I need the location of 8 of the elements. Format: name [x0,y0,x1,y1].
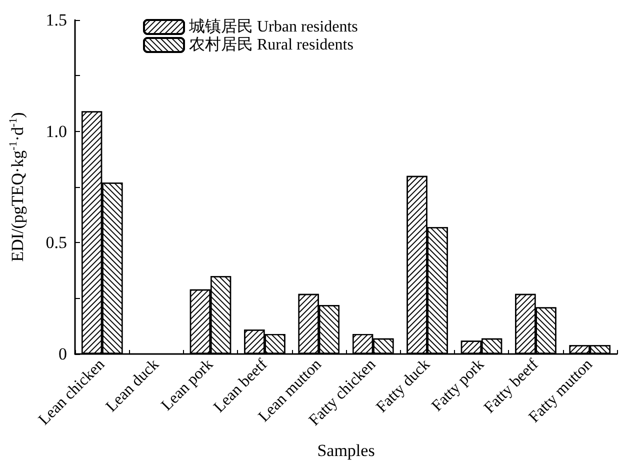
y-tick-label: 1.5 [46,10,67,30]
y-axis-title: EDI/(pgTEQ·kg-1·d-1) [8,112,27,262]
legend-label: 城镇居民 Urban residents [188,18,358,36]
x-axis-title: Samples [317,441,375,460]
y-tick-label: 1.0 [46,122,67,141]
y-tick-label: 0 [58,344,67,364]
y-tick-label: 0.5 [46,233,67,252]
legend-label: 农村居民 Rural residents [189,36,354,54]
